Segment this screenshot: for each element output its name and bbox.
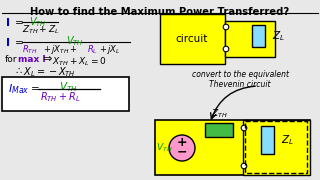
Text: $R_L$: $R_L$ [87, 43, 98, 55]
Text: $Z_{TH}+Z_L$: $Z_{TH}+Z_L$ [22, 23, 60, 35]
Text: $I_{Max}$: $I_{Max}$ [8, 82, 29, 96]
Text: for: for [5, 55, 18, 64]
Text: $V_{TH}$: $V_{TH}$ [156, 142, 172, 154]
Text: +: + [177, 136, 187, 150]
Text: $V_{TH}$: $V_{TH}$ [59, 80, 77, 94]
FancyBboxPatch shape [160, 14, 225, 64]
Text: $X_{TH}+X_L=0$: $X_{TH}+X_L=0$ [52, 55, 107, 68]
Circle shape [169, 135, 195, 161]
Circle shape [223, 46, 229, 52]
Text: $+\,jX_L$: $+\,jX_L$ [99, 43, 120, 56]
Text: $=$: $=$ [12, 16, 24, 26]
Text: $\mathbf{I}$: $\mathbf{I}$ [5, 36, 10, 48]
Text: $Z_{TH}$: $Z_{TH}$ [211, 107, 228, 120]
Text: $+\,jX_{TH}+$: $+\,jX_{TH}+$ [43, 43, 77, 56]
Text: max I: max I [18, 55, 46, 64]
Text: $Z_L$: $Z_L$ [281, 133, 294, 147]
Text: circuit: circuit [176, 34, 208, 44]
FancyBboxPatch shape [252, 25, 265, 47]
Text: $V_{TH}$: $V_{TH}$ [66, 34, 84, 48]
Text: −: − [177, 145, 187, 159]
Text: $\therefore$: $\therefore$ [14, 65, 24, 75]
FancyBboxPatch shape [2, 77, 129, 111]
FancyBboxPatch shape [225, 21, 275, 57]
FancyBboxPatch shape [155, 120, 310, 175]
Text: $\Rightarrow$: $\Rightarrow$ [40, 53, 53, 63]
Text: $X_L=-X_{TH}$: $X_L=-X_{TH}$ [23, 65, 76, 79]
Circle shape [241, 163, 247, 169]
Text: $Z_L$: $Z_L$ [272, 29, 285, 43]
Text: $R_{TH}+R_L$: $R_{TH}+R_L$ [40, 90, 80, 104]
Circle shape [223, 24, 229, 30]
Text: $\mathbf{I}$: $\mathbf{I}$ [5, 16, 10, 28]
FancyBboxPatch shape [261, 126, 274, 154]
FancyBboxPatch shape [243, 120, 310, 175]
Text: convert to the equivalent
Thevenin circuit: convert to the equivalent Thevenin circu… [191, 70, 289, 89]
Text: $=$: $=$ [12, 36, 24, 46]
Text: $R_{TH}$: $R_{TH}$ [22, 43, 38, 55]
FancyBboxPatch shape [205, 123, 233, 137]
Circle shape [241, 125, 247, 131]
Text: $V_{TH}$: $V_{TH}$ [29, 15, 47, 29]
Bar [245, 121, 307, 173]
Text: How to find the Maximum Power Transferred?: How to find the Maximum Power Transferre… [30, 7, 290, 17]
Text: $=$: $=$ [28, 82, 40, 92]
